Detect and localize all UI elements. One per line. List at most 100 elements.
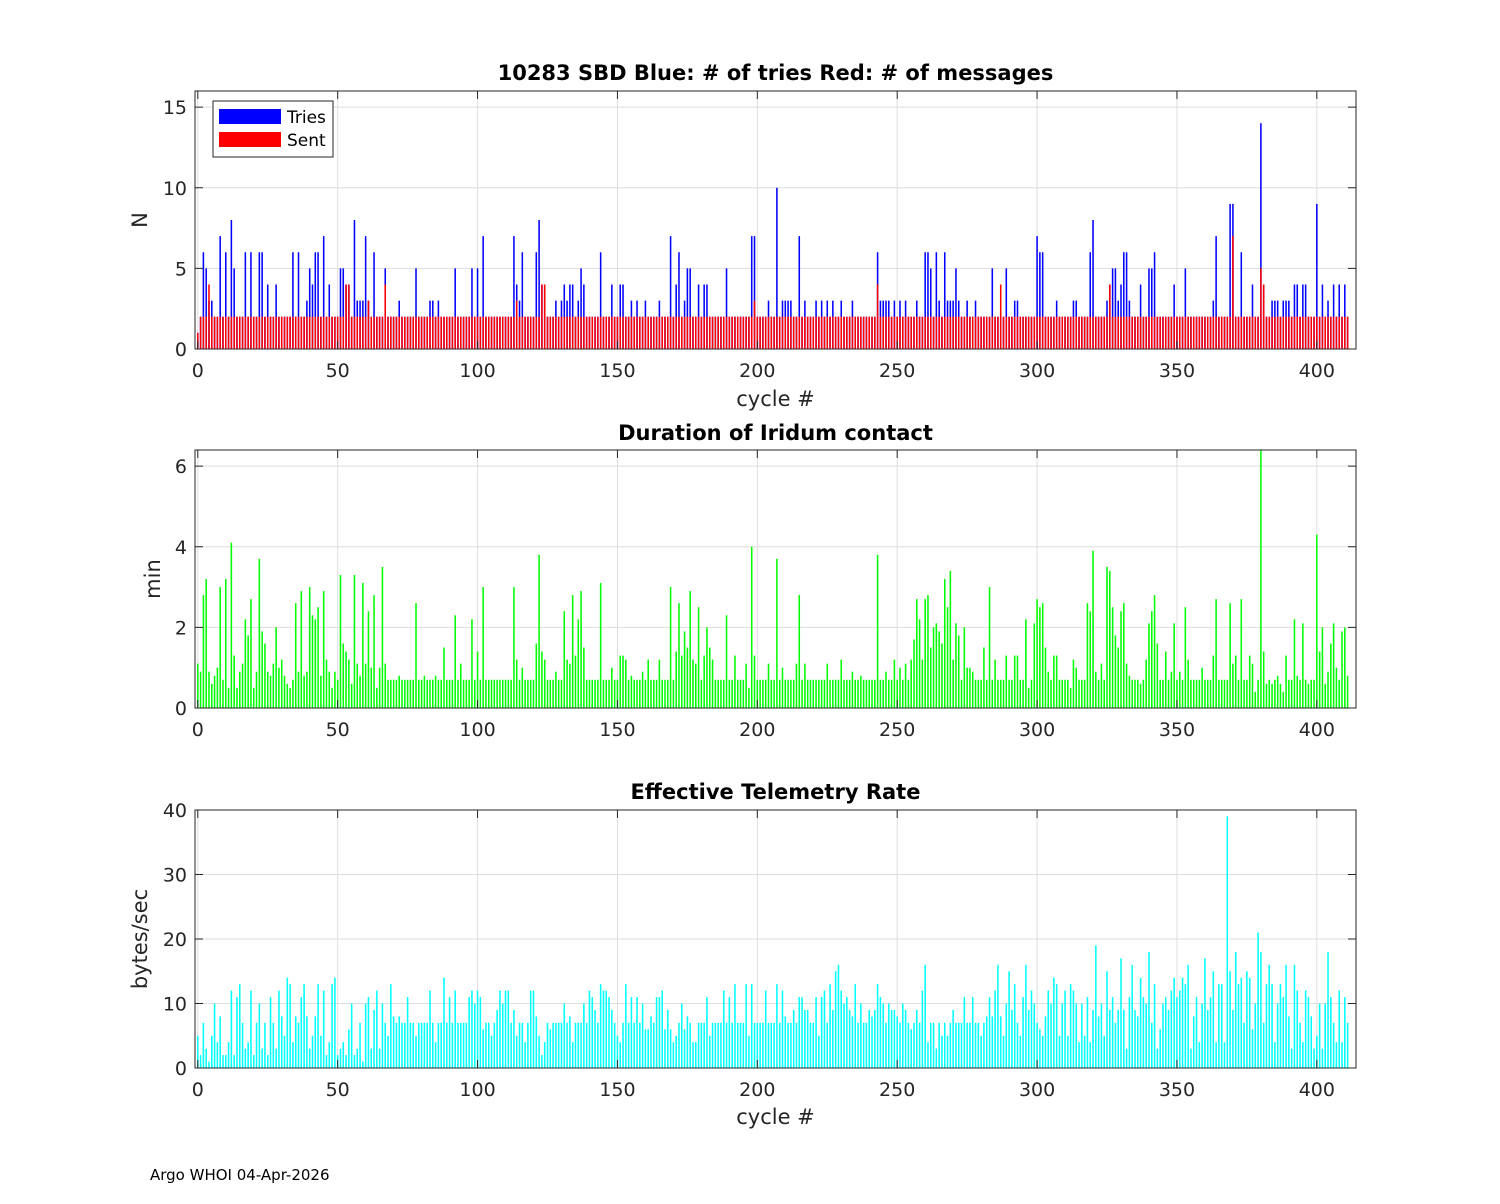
bar-duration: [1069, 687, 1072, 708]
bar-sent: [208, 284, 210, 349]
bar-duration: [1344, 627, 1346, 709]
bar-sent: [636, 316, 638, 349]
bar-sent: [991, 316, 994, 349]
bar-sent: [510, 316, 512, 349]
bar-sent: [806, 316, 809, 349]
bar-sent: [868, 316, 870, 349]
bar-sent: [879, 316, 882, 349]
legend-label-sent: Sent: [287, 131, 326, 151]
bar-sent: [1265, 316, 1268, 349]
bar-sent: [641, 316, 644, 349]
bar-rate: [999, 1016, 1002, 1068]
bar-tries: [1036, 236, 1038, 350]
bar-tries: [686, 268, 689, 350]
bar-rate: [820, 997, 823, 1068]
bar-rate: [557, 1022, 560, 1068]
bar-rate: [1318, 1003, 1321, 1068]
bar-rate: [412, 1022, 414, 1068]
footer-caption: Argo WHOI 04-Apr-2026: [150, 1166, 330, 1184]
bar-rate: [759, 1022, 761, 1068]
bar-duration: [415, 603, 417, 708]
bar-duration: [963, 627, 966, 709]
bar-sent: [1234, 316, 1237, 349]
bar-sent: [297, 316, 300, 349]
bar-duration: [969, 667, 971, 708]
bar-rate: [966, 1022, 968, 1068]
bar-rate: [1296, 990, 1299, 1068]
bar-sent: [1332, 316, 1335, 349]
bar-duration: [644, 679, 647, 708]
y-tick-label: 2: [175, 617, 187, 639]
bar-duration: [432, 679, 434, 708]
x-tick-label: 100: [459, 360, 495, 382]
bar-duration: [1268, 679, 1271, 708]
bar-rate: [345, 1055, 347, 1068]
bar-sent: [1117, 316, 1119, 349]
bar-rate: [272, 1022, 275, 1068]
bar-rate: [468, 997, 470, 1068]
bar-sent: [611, 316, 613, 349]
chart-panel-3: 0 50 100 150 200 250 300 350 400 0 10 20 30 40 Effecti…: [128, 780, 1357, 1129]
bar-duration: [440, 679, 442, 708]
bar-duration: [792, 679, 795, 708]
bar-sent: [672, 316, 675, 349]
bar-sent: [367, 300, 370, 350]
bar-tries: [1123, 252, 1125, 349]
bar-rate: [1201, 1003, 1203, 1068]
bar-rate: [994, 990, 996, 1068]
bar-duration: [1276, 675, 1279, 708]
bar-rate: [837, 964, 840, 1068]
bar-sent: [384, 284, 387, 349]
y-tick-label: 10: [163, 178, 187, 200]
bar-sent: [1254, 316, 1257, 349]
bar-rate: [1148, 951, 1150, 1068]
bar-sent: [473, 316, 476, 349]
bar-rate: [1223, 1042, 1226, 1068]
bar-sent: [278, 316, 280, 349]
bar-duration: [264, 643, 266, 708]
bar-sent: [269, 316, 272, 349]
bar-sent: [1229, 316, 1231, 349]
chart-title: Effective Telemetry Rate: [631, 780, 921, 804]
bar-rate: [1304, 990, 1307, 1068]
bar-sent: [1178, 316, 1181, 349]
bar-duration: [574, 655, 577, 708]
bar-rate: [980, 1035, 982, 1068]
bar-rate: [1153, 984, 1156, 1068]
bar-duration: [1215, 599, 1217, 708]
bar-sent: [1053, 316, 1055, 349]
bar-rate: [611, 1009, 613, 1068]
bar-tries: [261, 252, 263, 349]
bar-rate: [541, 1055, 543, 1068]
bar-rate: [510, 1022, 512, 1068]
bar-duration: [529, 679, 532, 708]
bar-sent: [518, 316, 521, 349]
bar-duration: [1296, 675, 1299, 708]
bar-duration: [949, 570, 952, 708]
bar-duration: [387, 679, 389, 708]
bar-duration: [294, 603, 297, 708]
bar-sent: [236, 316, 238, 349]
bar-rate: [1159, 1029, 1161, 1068]
bar-rate: [801, 997, 803, 1068]
bar-rate: [1061, 1003, 1064, 1068]
bar-duration: [1178, 671, 1181, 708]
bar-duration: [1316, 534, 1318, 708]
bar-sent: [225, 316, 227, 349]
bar-duration: [1033, 623, 1036, 708]
bar-sent: [658, 316, 661, 349]
bar-sent: [1246, 316, 1248, 349]
bar-sent: [681, 316, 683, 349]
bar-rate: [1016, 1022, 1019, 1068]
bar-duration: [1047, 671, 1050, 708]
bar-sent: [580, 316, 582, 349]
bar-rate: [1330, 997, 1332, 1068]
bar-sent: [1027, 316, 1030, 349]
bar-sent: [692, 316, 694, 349]
bar-sent: [764, 316, 767, 349]
bar-sent: [1086, 316, 1089, 349]
bar-rate: [605, 990, 608, 1068]
bar-rate: [286, 977, 289, 1068]
bar-duration: [1013, 655, 1016, 708]
bar-duration: [672, 679, 675, 708]
